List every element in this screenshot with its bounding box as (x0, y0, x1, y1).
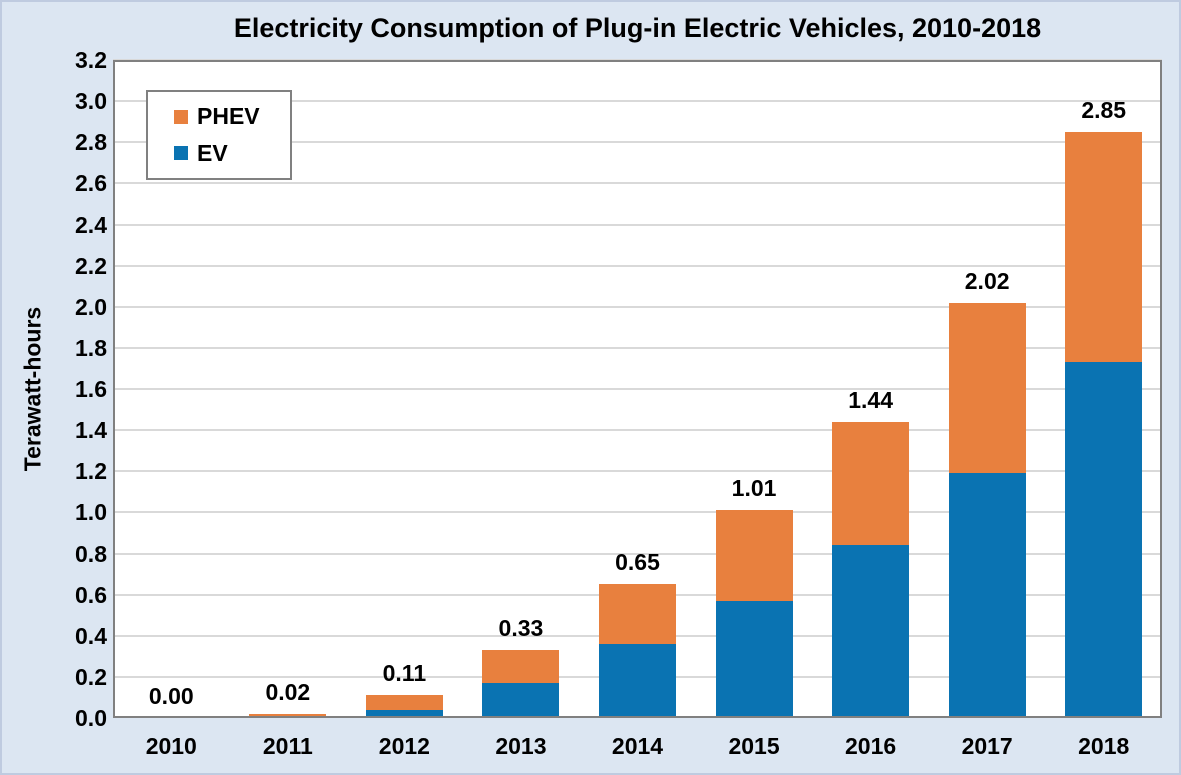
legend: PHEV EV (146, 90, 292, 180)
ev-swatch-icon (174, 146, 188, 161)
gridline (113, 552, 1162, 555)
y-tick-label: 1.0 (75, 499, 107, 526)
bar-2018-ev (1065, 362, 1143, 718)
x-tick-label-2016: 2016 (845, 733, 897, 759)
bar-2016-ev (832, 545, 910, 718)
y-tick-label: 2.4 (75, 211, 107, 238)
y-tick-label: 0.4 (75, 622, 107, 649)
gridline (113, 305, 1162, 308)
bar-2015-phev (715, 510, 793, 601)
total-label-2018: 2.85 (1081, 96, 1127, 123)
legend-item-phev: PHEV (174, 105, 290, 128)
legend-item-ev: EV (174, 139, 290, 166)
x-tick-label-2015: 2015 (728, 733, 780, 759)
total-label-2010: 0.00 (148, 683, 194, 709)
bar-2013-phev (482, 650, 560, 684)
bar-2012-ev (365, 709, 443, 718)
phev-swatch-icon (174, 109, 188, 124)
bar-2016-phev (832, 421, 910, 546)
gridline (113, 223, 1162, 226)
bar-2018-phev (1065, 131, 1143, 363)
y-tick-label: 0.8 (75, 540, 107, 567)
y-tick-label: 1.8 (75, 334, 107, 361)
bar-2017-ev (948, 473, 1026, 718)
gridline (113, 346, 1162, 349)
bar-2011-phev (249, 713, 327, 716)
total-label-2014: 0.65 (615, 549, 660, 576)
x-tick-label-2012: 2012 (378, 733, 430, 759)
legend-label-ev: EV (197, 139, 228, 166)
y-tick-label: 2.6 (75, 170, 107, 197)
gridline (113, 470, 1162, 473)
gridline (113, 264, 1162, 267)
total-label-2011: 0.02 (265, 678, 311, 705)
bar-2011-ev (249, 715, 327, 718)
x-tick-label-2017: 2017 (961, 733, 1013, 759)
total-label-2012: 0.11 (382, 660, 427, 687)
chart-title: Electricity Consumption of Plug-in Elect… (233, 13, 1042, 43)
y-tick-label: 1.6 (75, 376, 107, 402)
gridline (113, 59, 1162, 61)
total-label-2017: 2.02 (964, 267, 1010, 294)
total-label-2016: 1.44 (848, 386, 893, 413)
x-tick-label-2013: 2013 (495, 733, 547, 759)
legend-label-phev: PHEV (197, 103, 260, 130)
gridline (113, 182, 1162, 185)
y-tick-label: 0.0 (75, 705, 107, 731)
y-tick-label: 2.2 (75, 252, 107, 279)
x-tick-label-2011: 2011 (262, 733, 313, 759)
bar-2014-phev (599, 584, 676, 644)
bar-2014-ev (599, 643, 676, 718)
y-tick-label: 0.6 (75, 581, 107, 608)
bar-2017-phev (948, 302, 1026, 474)
y-tick-label: 2.0 (75, 293, 107, 320)
y-tick-label: 3.0 (75, 88, 107, 115)
gridline (113, 388, 1162, 390)
total-label-2013: 0.33 (498, 615, 544, 642)
x-tick-label-2018: 2018 (1078, 733, 1130, 759)
gridline (113, 429, 1162, 432)
y-tick-label: 0.2 (75, 663, 107, 690)
y-tick-label: 1.4 (75, 417, 107, 444)
y-tick-label: 3.2 (75, 47, 107, 73)
y-tick-label: 1.2 (75, 458, 107, 485)
x-tick-label-2010: 2010 (145, 733, 197, 759)
bar-2012-phev (365, 695, 443, 710)
gridline (113, 511, 1162, 514)
gridline (113, 141, 1162, 144)
x-tick-label-2014: 2014 (611, 733, 664, 759)
bar-2013-ev (482, 683, 560, 718)
y-tick-label: 2.8 (75, 129, 107, 156)
gridline (113, 100, 1162, 103)
plot-area: 0.00 0.02 0.11 0.33 0.65 1.01 1.44 2.02 2.85 (113, 59, 1162, 718)
bar-2015-ev (715, 600, 793, 718)
total-label-2015: 1.01 (731, 475, 777, 502)
